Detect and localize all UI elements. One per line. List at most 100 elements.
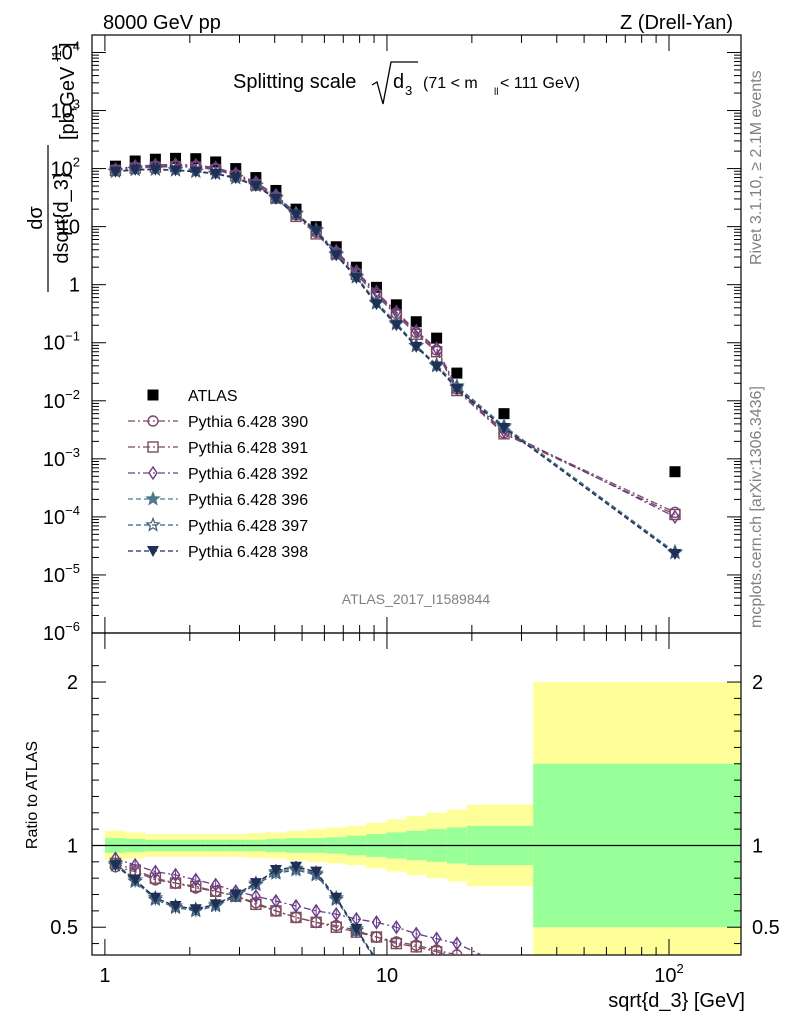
legend-marker-p397 (145, 516, 161, 532)
legend-marker-atlas (147, 389, 159, 401)
ratio-ytick-label-1: 1 (67, 835, 78, 857)
main-point-p398-3 (169, 165, 182, 177)
xtick-label-2: 102 (654, 961, 683, 987)
ratio-point-p398-7 (249, 878, 262, 890)
ratio-line-p398 (115, 864, 375, 955)
xtick-label-1: 10 (376, 965, 398, 987)
header-left: 8000 GeV pp (103, 12, 221, 34)
sqrt-sign (371, 61, 418, 105)
x-axis-label: sqrt{d_3} [GeV] (608, 990, 745, 1012)
ratio-point-p392-15 (411, 926, 422, 942)
main-point-p398-11 (330, 250, 343, 262)
main-point-p398-17 (450, 383, 463, 395)
main-point-atlas-13 (370, 281, 382, 293)
ratio-point-p392-10 (311, 903, 321, 919)
legend-label-p391: Pythia 6.428 391 (188, 440, 308, 457)
main-line-p392 (115, 163, 676, 518)
main-point-p398-13 (370, 299, 383, 311)
ratio-point-p392-2 (150, 864, 161, 879)
main-ytick-label-5: 10−1 (43, 329, 80, 355)
main-point-p392-19 (670, 509, 680, 525)
ratio-point-p398-1 (129, 874, 142, 886)
ratio-point-p392-4 (190, 872, 201, 888)
ratio-ytick-label-2: 2 (67, 672, 78, 694)
legend-label-p397: Pythia 6.428 397 (188, 518, 308, 535)
main-ytick-label-10: 10−6 (43, 619, 80, 645)
main-ytick-label-0: 104 (51, 38, 80, 64)
ratio-point-p391-13 (370, 931, 383, 943)
main-point-p392-16 (431, 341, 442, 356)
main-ytick-label-9: 10−5 (43, 561, 80, 587)
ratio-point-p391-16 (430, 946, 443, 955)
ratio-bands (92, 682, 741, 955)
ratio-point-p392-3 (170, 867, 181, 883)
legend-marker-p390 (147, 415, 159, 427)
main-ytick-label-4: 1 (69, 275, 80, 297)
legend-label-atlas: ATLAS (188, 388, 238, 405)
main-ytick-label-2: 102 (51, 155, 80, 181)
header-right: Z (Drell-Yan) (620, 12, 733, 34)
plot-title-range-right: < 111 GeV) (500, 75, 580, 92)
main-ytick-label-1: 103 (51, 97, 80, 123)
main-ytick-label-3: 10 (58, 217, 80, 239)
ratio-point-p391-15 (410, 941, 422, 953)
y-label-main-num: dσ (25, 206, 47, 230)
ratio-ytick-label-0: 0.5 (50, 917, 78, 939)
ratio-point-p392-17 (452, 936, 462, 951)
ratio-point-p398-5 (209, 899, 222, 911)
ratio-point-p392-1 (130, 857, 140, 873)
main-ytick-label-8: 10−4 (43, 503, 80, 529)
main-point-atlas-19 (669, 466, 681, 478)
plot-title: Splitting scale d 3 (71 < m ll < 111 GeV… (233, 61, 580, 105)
ratio-point-p398-9 (290, 861, 303, 873)
y-label-main-unit: [pb,GeV (57, 66, 79, 140)
main-point-atlas-15 (410, 316, 422, 328)
ratio-ytick-label-r-0: 0.5 (752, 917, 780, 939)
ratio-point-p392-16 (431, 931, 442, 946)
ratio-point-p392-7 (251, 888, 261, 904)
ratio-point-p398-12 (350, 923, 363, 935)
main-point-p398-16 (430, 361, 443, 373)
legend-label-p392: Pythia 6.428 392 (188, 466, 308, 483)
main-point-p398-6 (229, 173, 242, 185)
ratio-plot-frame (91, 632, 742, 956)
legend-marker-p398 (147, 546, 159, 557)
y-label-main-unit-exp: -1 (49, 50, 64, 62)
legend-marker-p396 (145, 490, 161, 506)
main-point-atlas-18 (498, 408, 510, 420)
ratio-point-p392-9 (291, 898, 301, 914)
main-point-atlas-17 (451, 367, 463, 379)
y-label-main: dσ dsqrt{d_3} [pb,GeV -1 ] (25, 42, 79, 292)
ratio-point-p398-3 (169, 900, 182, 912)
plot-title-prefix: Splitting scale (233, 71, 356, 93)
main-point-p398-10 (310, 226, 323, 238)
ratio-point-p392-14 (391, 919, 402, 935)
main-point-p398-9 (290, 209, 303, 221)
ratio-point-p392-8 (271, 893, 281, 909)
main-point-p398-14 (390, 320, 403, 332)
main-point-p398-7 (249, 181, 262, 193)
legend-marker-p391 (147, 441, 159, 453)
ratio-point-p398-0 (109, 860, 122, 872)
ratio-point-p398-8 (269, 865, 282, 877)
main-point-p398-1 (129, 164, 142, 176)
ratio-point-p397-10 (308, 866, 324, 882)
watermark: ATLAS_2017_I1589844 (342, 591, 491, 607)
ratio-point-p391-14 (390, 937, 403, 950)
ratio-point-p392-11 (331, 906, 342, 922)
main-point-p398-8 (269, 193, 282, 205)
ratio-point-p391-11 (330, 921, 342, 933)
ratio-series-clipped (107, 851, 484, 955)
main-point-atlas-16 (431, 332, 443, 344)
main-point-p392-15 (411, 323, 422, 339)
main-point-p398-0 (109, 166, 122, 178)
xtick-label-0: 1 (99, 965, 110, 987)
main-point-p398-18 (497, 422, 510, 434)
main-point-p398-4 (189, 166, 202, 178)
legend: ATLAS Pythia 6.428 390 Pythia 6.428 391 Pyt… (128, 388, 308, 561)
main-series (107, 152, 683, 560)
ratio-point-p398-6 (229, 889, 242, 901)
ratio-ytick-label-r-2: 2 (752, 672, 763, 694)
